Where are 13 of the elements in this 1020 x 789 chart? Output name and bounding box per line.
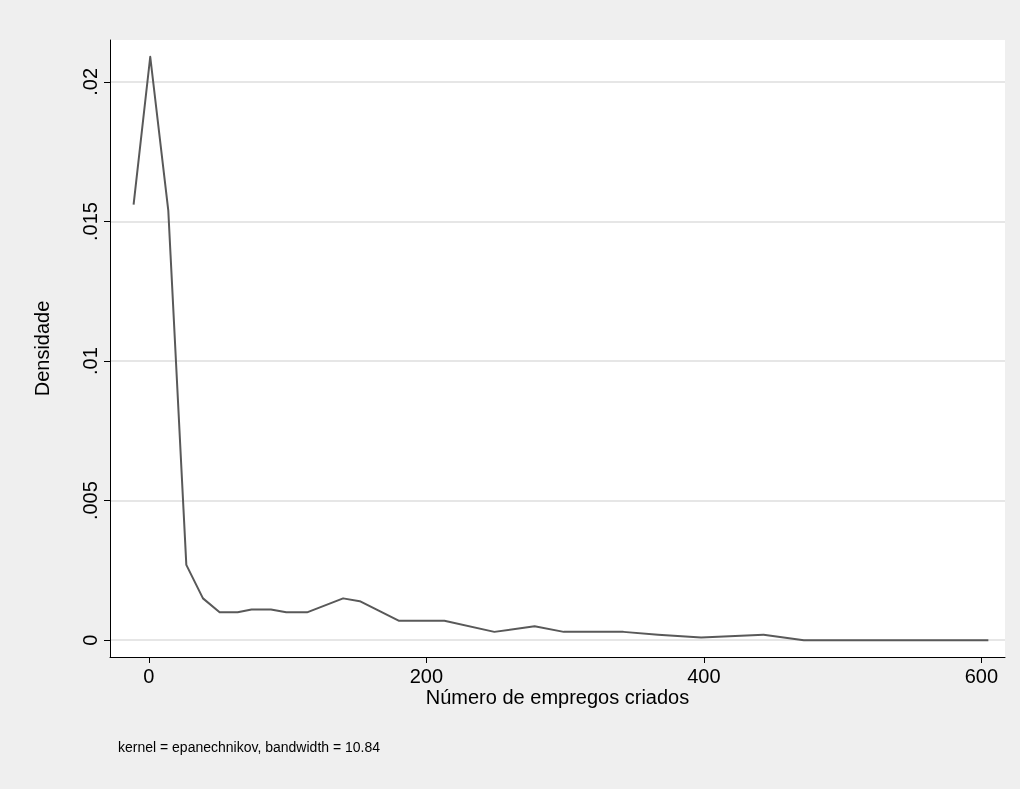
y-axis-title: Densidade (31, 300, 53, 397)
x-tick-label: 400 (687, 665, 721, 687)
y-tick-label: .01 (79, 347, 101, 375)
x-axis-title: Número de empregos criados (425, 686, 690, 708)
y-tick-label: .005 (79, 481, 101, 521)
y-tick-label: 0 (79, 634, 101, 646)
text: kernel = epanechnikov, bandwidth = 10.84 (118, 739, 381, 755)
x-tick-label: 0 (143, 665, 155, 687)
x-tick-label: 600 (964, 665, 999, 687)
y-tick-label: .02 (79, 67, 101, 96)
y-tick-label: .015 (79, 202, 101, 241)
line-series (132, 55, 990, 642)
x-tick-label: 200 (409, 665, 444, 687)
